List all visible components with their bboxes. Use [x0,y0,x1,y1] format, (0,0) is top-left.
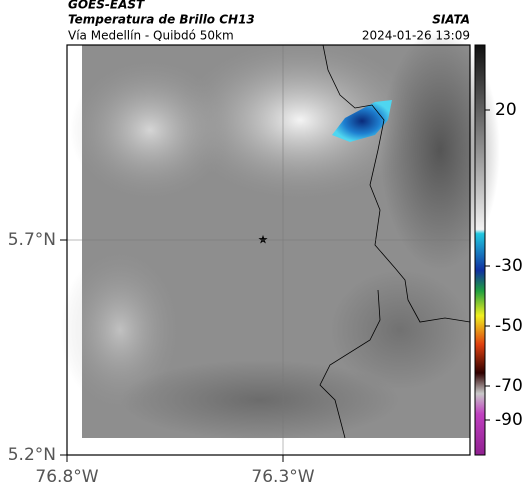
colorbar-label: -70 [495,376,523,396]
colorbar-label: -30 [495,256,523,276]
colorbar-label: -50 [495,316,523,336]
svg-text:★: ★ [258,233,269,247]
lat-label: 5.7°N [8,230,56,250]
route: Vía Medellín - Quibdó 50km [68,29,234,43]
satellite-image: ★ [60,30,500,440]
source: SIATA [432,13,470,27]
colorbar-label: 20 [495,100,517,120]
lon-label: 76.3°W [251,467,314,487]
colorbar [474,44,486,456]
lat-label: 5.2°N [8,445,56,465]
title: GOES-EAST [68,0,145,12]
lon-label: 76.8°W [35,467,98,487]
subtitle: Temperatura de Brillo CH13 [68,13,255,27]
colorbar-label: -90 [495,410,523,430]
